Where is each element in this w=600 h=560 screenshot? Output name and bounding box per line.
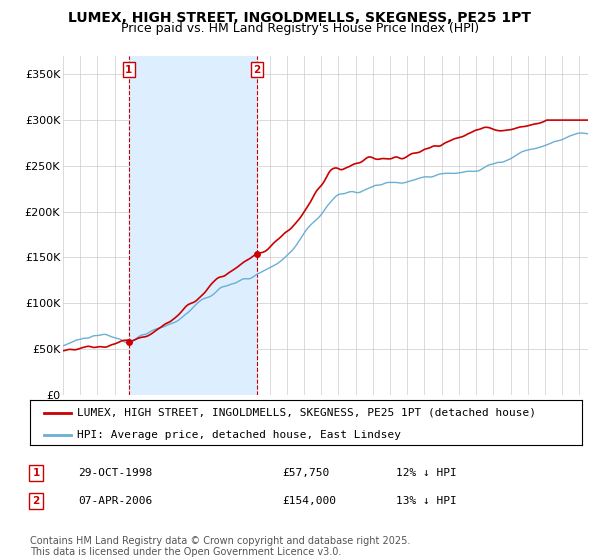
- Text: 12% ↓ HPI: 12% ↓ HPI: [396, 468, 457, 478]
- Text: 13% ↓ HPI: 13% ↓ HPI: [396, 496, 457, 506]
- Text: 1: 1: [32, 468, 40, 478]
- Text: 1: 1: [125, 64, 133, 74]
- Text: LUMEX, HIGH STREET, INGOLDMELLS, SKEGNESS, PE25 1PT: LUMEX, HIGH STREET, INGOLDMELLS, SKEGNES…: [68, 11, 532, 25]
- Text: Contains HM Land Registry data © Crown copyright and database right 2025.
This d: Contains HM Land Registry data © Crown c…: [30, 535, 410, 557]
- Text: £57,750: £57,750: [282, 468, 329, 478]
- Text: 2: 2: [253, 64, 260, 74]
- Bar: [129, 56, 257, 395]
- Text: Price paid vs. HM Land Registry's House Price Index (HPI): Price paid vs. HM Land Registry's House …: [121, 22, 479, 35]
- Text: 07-APR-2006: 07-APR-2006: [78, 496, 152, 506]
- Text: HPI: Average price, detached house, East Lindsey: HPI: Average price, detached house, East…: [77, 430, 401, 440]
- Text: LUMEX, HIGH STREET, INGOLDMELLS, SKEGNESS, PE25 1PT (detached house): LUMEX, HIGH STREET, INGOLDMELLS, SKEGNES…: [77, 408, 536, 418]
- Text: £154,000: £154,000: [282, 496, 336, 506]
- Text: 29-OCT-1998: 29-OCT-1998: [78, 468, 152, 478]
- Text: 2: 2: [32, 496, 40, 506]
